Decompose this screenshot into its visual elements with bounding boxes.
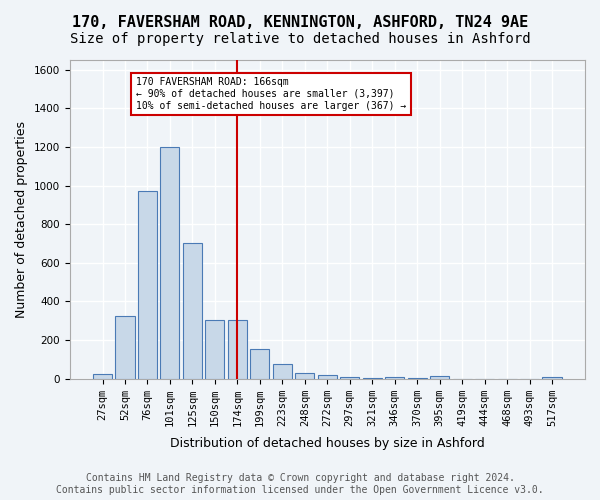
Text: 170 FAVERSHAM ROAD: 166sqm
← 90% of detached houses are smaller (3,397)
10% of s: 170 FAVERSHAM ROAD: 166sqm ← 90% of deta… bbox=[136, 78, 406, 110]
Bar bbox=[385, 376, 404, 378]
Text: Contains HM Land Registry data © Crown copyright and database right 2024.
Contai: Contains HM Land Registry data © Crown c… bbox=[56, 474, 544, 495]
Bar bbox=[340, 376, 359, 378]
Bar bbox=[273, 364, 292, 378]
Bar bbox=[138, 192, 157, 378]
Text: Size of property relative to detached houses in Ashford: Size of property relative to detached ho… bbox=[70, 32, 530, 46]
X-axis label: Distribution of detached houses by size in Ashford: Distribution of detached houses by size … bbox=[170, 437, 485, 450]
Bar bbox=[228, 320, 247, 378]
Y-axis label: Number of detached properties: Number of detached properties bbox=[15, 121, 28, 318]
Bar bbox=[250, 348, 269, 378]
Bar bbox=[115, 316, 134, 378]
Bar bbox=[183, 244, 202, 378]
Bar bbox=[430, 376, 449, 378]
Bar bbox=[542, 376, 562, 378]
Bar bbox=[295, 373, 314, 378]
Bar bbox=[160, 147, 179, 378]
Text: 170, FAVERSHAM ROAD, KENNINGTON, ASHFORD, TN24 9AE: 170, FAVERSHAM ROAD, KENNINGTON, ASHFORD… bbox=[72, 15, 528, 30]
Bar bbox=[93, 374, 112, 378]
Bar bbox=[205, 320, 224, 378]
Bar bbox=[318, 375, 337, 378]
